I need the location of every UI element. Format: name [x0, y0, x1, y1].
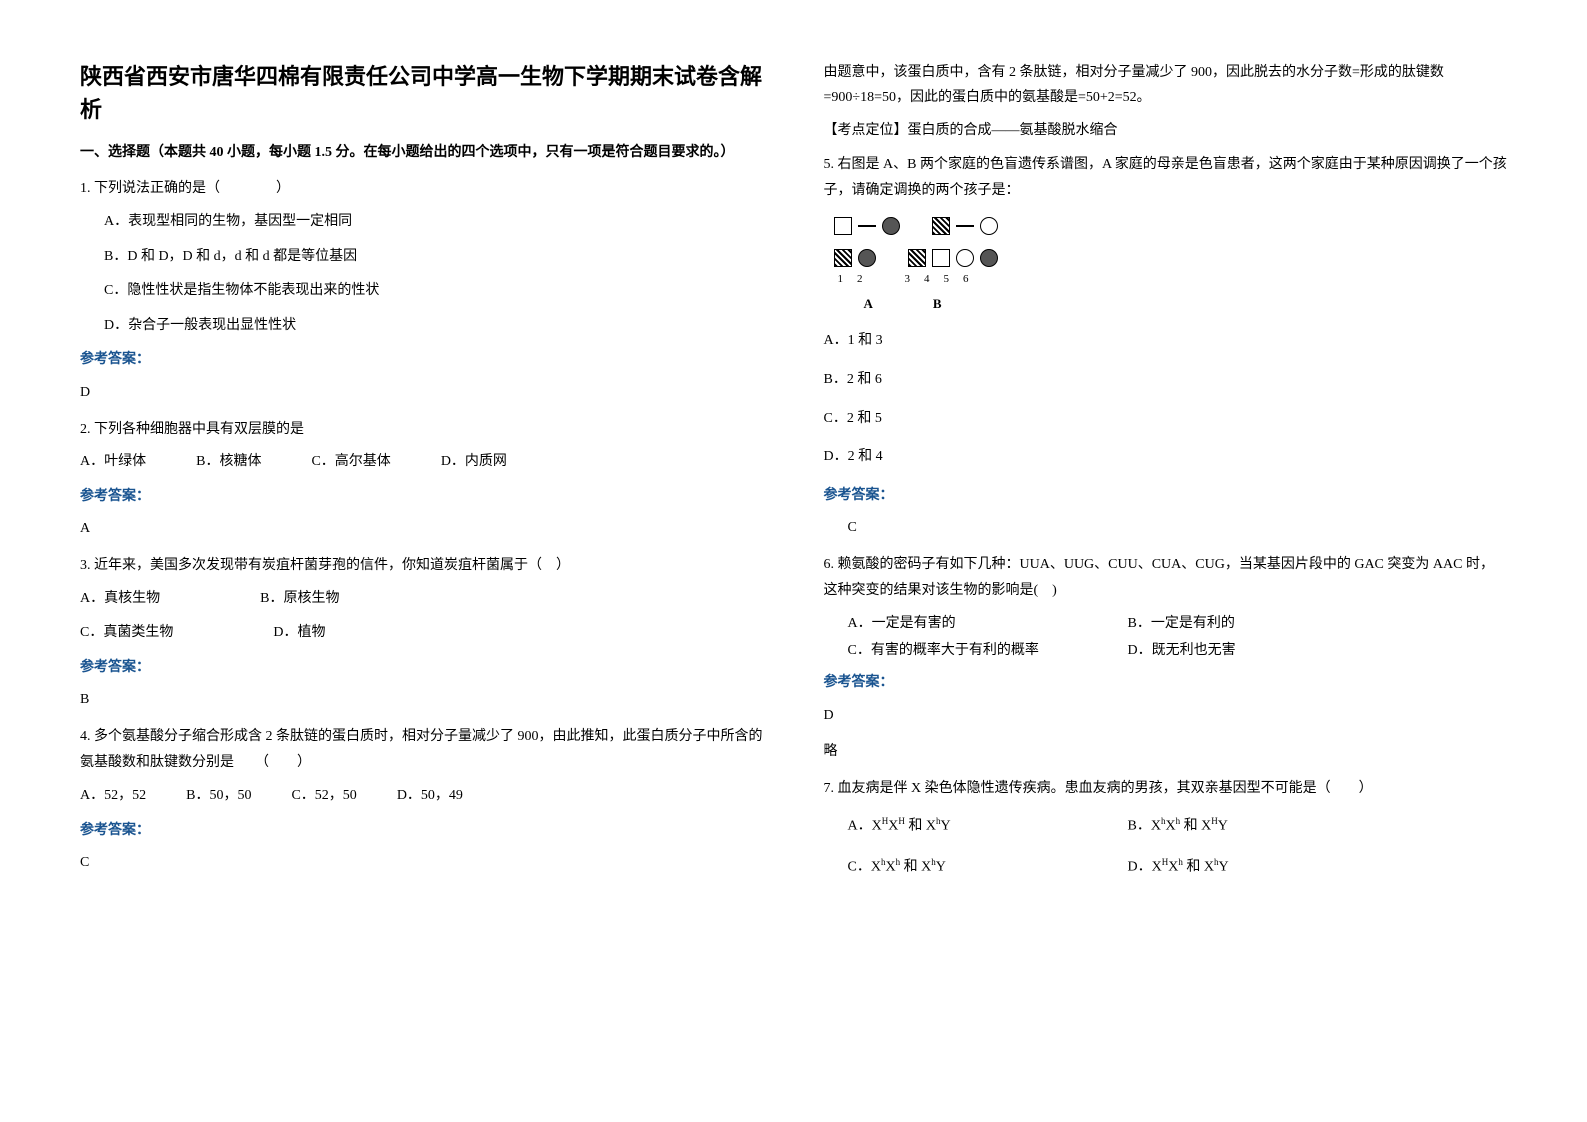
q1-option-b: B．D 和 D，D 和 d，d 和 d 都是等位基因 [104, 244, 764, 271]
line-icon [858, 225, 876, 227]
q1-answer: D [80, 380, 764, 407]
q3-option-c: C．真菌类生物 [80, 620, 173, 647]
square-hatched-icon [932, 217, 950, 235]
q3-answer-label: 参考答案： [80, 655, 764, 682]
question-6: 6. 赖氨酸的密码子有如下几种：UUA、UUG、CUU、CUA、CUG，当某基因… [824, 552, 1508, 766]
square-icon [834, 217, 852, 235]
q4-text: 4. 多个氨基酸分子缩合形成含 2 条肽链的蛋白质时，相对分子量减少了 900，… [80, 724, 764, 777]
q6-text: 6. 赖氨酸的密码子有如下几种：UUA、UUG、CUU、CUA、CUG，当某基因… [824, 552, 1508, 605]
q3-option-d: D．植物 [273, 620, 325, 647]
q3-option-a: A．真核生物 [80, 586, 160, 613]
q2-options: A．叶绿体 B．核糖体 C．高尔基体 D．内质网 [80, 449, 764, 476]
num-5: 5 [944, 269, 950, 290]
question-4: 4. 多个氨基酸分子缩合形成含 2 条肽链的蛋白质时，相对分子量减少了 900，… [80, 724, 764, 877]
q2-option-b: B．核糖体 [196, 449, 261, 476]
circle-filled-icon [980, 249, 998, 267]
document-title: 陕西省西安市唐华四棉有限责任公司中学高一生物下学期期末试卷含解析 [80, 60, 764, 126]
q4-option-c: C．52，50 [291, 783, 356, 810]
q7-row1: A．XHXH 和 XhY B．XhXh 和 XHY [824, 813, 1508, 840]
q5-answer-label: 参考答案： [824, 483, 1508, 510]
question-3: 3. 近年来，美国多次发现带有炭疽杆菌芽孢的信件，你知道炭疽杆菌属于（ ） A．… [80, 553, 764, 714]
family-a: A [864, 292, 873, 317]
question-5: 5. 右图是 A、B 两个家庭的色盲遗传系谱图，A 家庭的母亲是色盲患者，这两个… [824, 152, 1508, 542]
family-b: B [933, 292, 942, 317]
q1-text: 1. 下列说法正确的是（ ） [80, 176, 764, 203]
q6-note: 略 [824, 739, 1508, 766]
circle-filled-icon [882, 217, 900, 235]
q2-text: 2. 下列各种细胞器中具有双层膜的是 [80, 417, 764, 444]
question-1: 1. 下列说法正确的是（ ） A．表现型相同的生物，基因型一定相同 B．D 和 … [80, 176, 764, 406]
num-6: 6 [963, 269, 969, 290]
circle-filled-icon [858, 249, 876, 267]
q6-row1: A．一定是有害的 B．一定是有利的 [824, 611, 1508, 638]
pedigree-gen1 [834, 217, 1508, 235]
q4-explanation-a: 由题意中，该蛋白质中，含有 2 条肽链，相对分子量减少了 900，因此脱去的水分… [824, 60, 1508, 110]
q1-option-d: D．杂合子一般表现出显性性状 [104, 313, 764, 340]
q7-row2: C．XhXh 和 XhY D．XHXh 和 XhY [824, 854, 1508, 881]
question-7: 7. 血友病是伴 X 染色体隐性遗传疾病。患血友病的男孩，其双亲基因型不可能是（… [824, 776, 1508, 881]
q6-option-d: D．既无利也无害 [1128, 638, 1236, 665]
pedigree-diagram: 1 2 3 4 5 6 A B [834, 217, 1508, 317]
q5-option-b: B．2 和 6 [824, 367, 1508, 394]
q7-option-c: C．XhXh 和 XhY [848, 854, 1128, 881]
q5-answer: C [824, 515, 1508, 542]
q1-options: A．表现型相同的生物，基因型一定相同 B．D 和 D，D 和 d，d 和 d 都… [80, 209, 764, 339]
q4-answer-label: 参考答案： [80, 818, 764, 845]
q7-option-b: B．XhXh 和 XHY [1128, 813, 1228, 840]
square-hatched-icon [908, 249, 926, 267]
q7-option-d: D．XHXh 和 XhY [1128, 854, 1229, 881]
q6-option-b: B．一定是有利的 [1128, 611, 1235, 638]
num-4: 4 [924, 269, 930, 290]
square-icon [932, 249, 950, 267]
q3-options-row2: C．真菌类生物 D．植物 [80, 620, 764, 647]
num-1: 1 [838, 269, 844, 290]
q4-option-a: A．52，52 [80, 783, 146, 810]
section-header: 一、选择题（本题共 40 小题，每小题 1.5 分。在每小题给出的四个选项中，只… [80, 142, 764, 164]
q5-option-a: A．1 和 3 [824, 328, 1508, 355]
page-container: 陕西省西安市唐华四棉有限责任公司中学高一生物下学期期末试卷含解析 一、选择题（本… [80, 60, 1507, 891]
num-3: 3 [905, 269, 911, 290]
q2-answer: A [80, 516, 764, 543]
num-2: 2 [857, 269, 863, 290]
family-labels: A B [864, 292, 1508, 317]
q1-answer-label: 参考答案： [80, 347, 764, 374]
q6-option-a: A．一定是有害的 [848, 611, 1128, 638]
q4-options: A．52，52 B．50，50 C．52，50 D．50，49 [80, 783, 764, 810]
q4-explanation-b: 【考点定位】蛋白质的合成——氨基酸脱水缩合 [824, 118, 1508, 143]
pedigree-numbers: 1 2 3 4 5 6 [838, 269, 1508, 290]
circle-icon [980, 217, 998, 235]
left-column: 陕西省西安市唐华四棉有限责任公司中学高一生物下学期期末试卷含解析 一、选择题（本… [80, 60, 764, 891]
q3-options-row1: A．真核生物 B．原核生物 [80, 586, 764, 613]
q6-option-c: C．有害的概率大于有利的概率 [848, 638, 1128, 665]
q6-row2: C．有害的概率大于有利的概率 D．既无利也无害 [824, 638, 1508, 665]
q4-answer: C [80, 850, 764, 877]
q4-option-d: D．50，49 [397, 783, 463, 810]
q1-option-a: A．表现型相同的生物，基因型一定相同 [104, 209, 764, 236]
q2-answer-label: 参考答案： [80, 484, 764, 511]
q7-option-a: A．XHXH 和 XhY [848, 813, 1128, 840]
q1-option-c: C．隐性性状是指生物体不能表现出来的性状 [104, 278, 764, 305]
circle-icon [956, 249, 974, 267]
q4-option-b: B．50，50 [186, 783, 251, 810]
q5-text: 5. 右图是 A、B 两个家庭的色盲遗传系谱图，A 家庭的母亲是色盲患者，这两个… [824, 152, 1508, 205]
question-2: 2. 下列各种细胞器中具有双层膜的是 A．叶绿体 B．核糖体 C．高尔基体 D．… [80, 417, 764, 543]
right-column: 由题意中，该蛋白质中，含有 2 条肽链，相对分子量减少了 900，因此脱去的水分… [824, 60, 1508, 891]
q6-answer: D [824, 703, 1508, 730]
square-hatched-icon [834, 249, 852, 267]
q7-text: 7. 血友病是伴 X 染色体隐性遗传疾病。患血友病的男孩，其双亲基因型不可能是（… [824, 776, 1508, 803]
pedigree-gen2 [834, 249, 1508, 267]
q3-text: 3. 近年来，美国多次发现带有炭疽杆菌芽孢的信件，你知道炭疽杆菌属于（ ） [80, 553, 764, 580]
q3-option-b: B．原核生物 [260, 586, 339, 613]
spacer [877, 269, 891, 290]
q2-option-a: A．叶绿体 [80, 449, 146, 476]
q5-option-c: C．2 和 5 [824, 406, 1508, 433]
line-icon [956, 225, 974, 227]
q5-option-d: D．2 和 4 [824, 444, 1508, 471]
q3-answer: B [80, 687, 764, 714]
q6-answer-label: 参考答案： [824, 670, 1508, 697]
q2-option-d: D．内质网 [441, 449, 507, 476]
q2-option-c: C．高尔基体 [311, 449, 390, 476]
